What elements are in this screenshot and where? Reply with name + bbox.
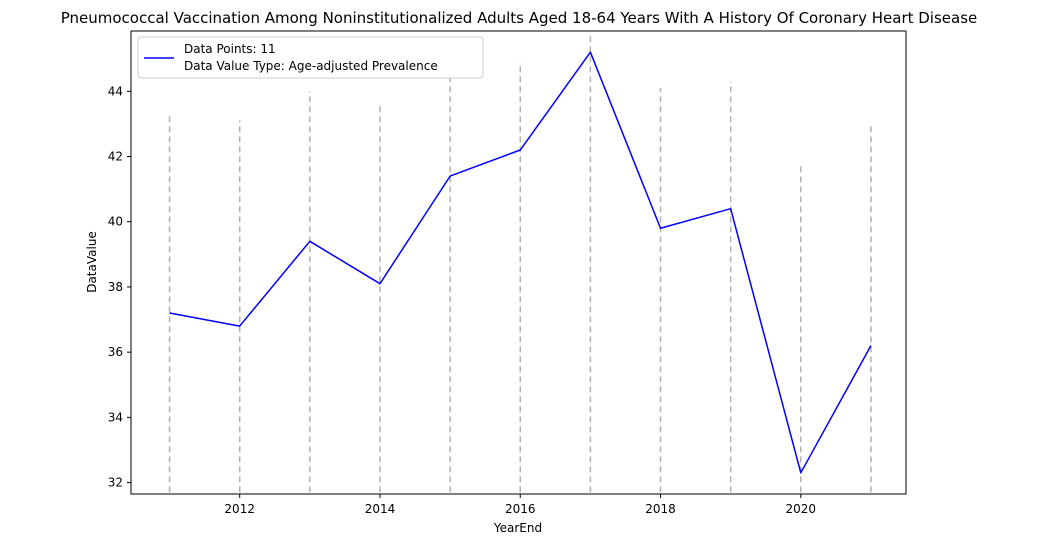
x-tick-label-2020: 2020 [786, 502, 817, 516]
chart-title: Pneumococcal Vaccination Among Noninstit… [61, 9, 978, 27]
y-tick-label-38: 38 [108, 280, 123, 294]
x-tick-label-2014: 2014 [365, 502, 396, 516]
legend: Data Points: 11 Data Value Type: Age-adj… [137, 36, 484, 79]
legend-line-2: Data Value Type: Age-adjusted Prevalence [184, 59, 438, 73]
plot-frame [130, 30, 907, 495]
y-tick-label-32: 32 [108, 476, 123, 490]
y-tick-label-42: 42 [108, 150, 123, 164]
y-tick-label-40: 40 [108, 215, 123, 229]
y-axis: 32 34 36 38 40 42 44 [108, 84, 131, 490]
legend-box [137, 36, 484, 79]
x-tick-label-2012: 2012 [224, 502, 255, 516]
plot-area [168, 32, 872, 493]
x-axis: 2012 2014 2016 2018 2020 [224, 494, 816, 516]
x-tick-label-2016: 2016 [505, 502, 536, 516]
y-tick-label-34: 34 [108, 410, 123, 424]
x-axis-label: YearEnd [493, 521, 542, 535]
x-tick-label-2018: 2018 [645, 502, 676, 516]
legend-line-1: Data Points: 11 [184, 42, 276, 56]
y-tick-label-44: 44 [108, 84, 123, 98]
y-axis-label: DataValue [85, 231, 99, 293]
y-tick-label-36: 36 [108, 345, 123, 359]
